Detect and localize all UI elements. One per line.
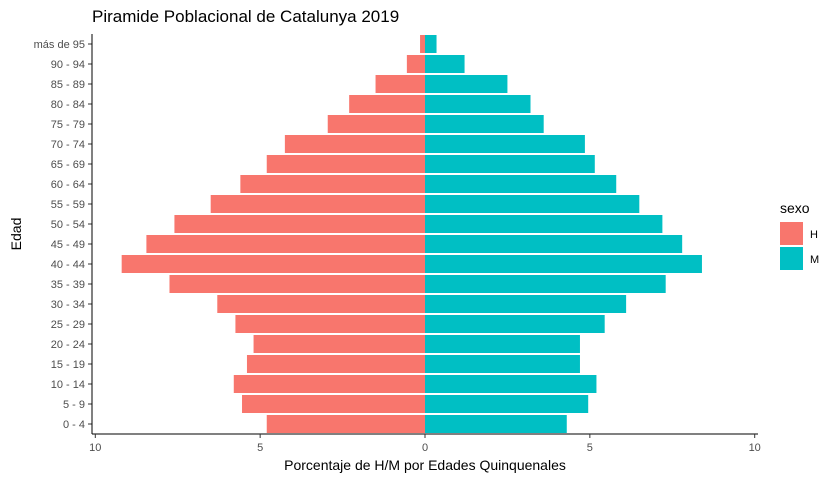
bar-h-15 [327, 115, 425, 133]
y-tick-label: 10 - 14 [51, 379, 85, 391]
y-tick-label: 70 - 74 [51, 139, 85, 151]
x-tick-label: 5 [587, 442, 593, 454]
bar-h-13 [266, 155, 425, 173]
y-tick-label: 40 - 44 [51, 259, 85, 271]
bar-h-12 [240, 175, 425, 193]
y-tick-label: 90 - 94 [51, 59, 85, 71]
y-tick-label: 60 - 64 [51, 179, 85, 191]
bar-m-16 [425, 95, 531, 113]
y-tick-label: 5 - 9 [63, 399, 85, 411]
bar-m-15 [425, 115, 544, 133]
bar-m-7 [425, 275, 666, 293]
bar-m-0 [425, 415, 567, 433]
x-tick-label: 0 [422, 442, 428, 454]
bar-m-17 [425, 75, 508, 93]
y-tick-label: 15 - 19 [51, 359, 85, 371]
y-tick-label: 0 - 4 [63, 419, 85, 431]
bar-h-14 [284, 135, 425, 153]
legend-label-H: H [810, 229, 818, 241]
bar-m-12 [425, 175, 617, 193]
y-tick-label: 45 - 49 [51, 239, 85, 251]
bars-group [121, 35, 702, 433]
bar-m-9 [425, 235, 683, 253]
bar-m-2 [425, 375, 597, 393]
bar-h-17 [375, 75, 425, 93]
x-axis: 10 5 0 5 10 [89, 433, 761, 454]
x-tick-label: 5 [257, 442, 263, 454]
bar-h-1 [242, 395, 425, 413]
bar-h-0 [266, 415, 425, 433]
bar-h-8 [121, 255, 425, 273]
bar-h-3 [246, 355, 425, 373]
y-tick-label: 65 - 69 [51, 159, 85, 171]
bar-m-19 [425, 35, 437, 53]
legend-title: sexo [780, 200, 810, 216]
y-tick-label: 25 - 29 [51, 319, 85, 331]
bar-h-18 [406, 55, 425, 73]
bar-m-10 [425, 215, 663, 233]
legend: sexo H M [780, 200, 819, 270]
bar-h-16 [349, 95, 425, 113]
legend-key-M [780, 247, 803, 270]
bar-m-5 [425, 315, 605, 333]
bar-h-19 [420, 35, 425, 53]
x-tick-label: 10 [749, 442, 761, 454]
chart-title: Piramide Poblacional de Catalunya 2019 [92, 7, 399, 26]
y-tick-label: más de 95 [34, 39, 85, 51]
legend-label-M: M [810, 254, 819, 266]
bar-m-18 [425, 55, 465, 73]
x-axis-title: Porcentaje de H/M por Edades Quinquenale… [284, 457, 566, 473]
y-tick-label: 85 - 89 [51, 79, 85, 91]
bar-m-13 [425, 155, 595, 173]
bar-h-4 [253, 335, 425, 353]
bar-h-7 [169, 275, 425, 293]
x-tick-label: 10 [89, 442, 101, 454]
bar-h-6 [217, 295, 425, 313]
y-tick-label: 20 - 24 [51, 339, 85, 351]
y-tick-label: 35 - 39 [51, 279, 85, 291]
legend-key-H [780, 222, 803, 245]
y-axis: 0 - 4 5 - 9 10 - 14 15 - 19 20 - 24 25 - 29 30… [34, 34, 93, 434]
bar-h-10 [174, 215, 425, 233]
y-tick-label: 50 - 54 [51, 219, 85, 231]
bar-h-5 [235, 315, 425, 333]
bar-m-8 [425, 255, 702, 273]
bar-m-4 [425, 335, 580, 353]
y-tick-label: 55 - 59 [51, 199, 85, 211]
bar-h-11 [210, 195, 425, 213]
y-tick-label: 75 - 79 [51, 119, 85, 131]
y-tick-label: 80 - 84 [51, 99, 85, 111]
bar-h-2 [233, 375, 425, 393]
bar-m-6 [425, 295, 627, 313]
bar-m-14 [425, 135, 585, 153]
y-axis-title: Edad [8, 218, 24, 251]
bar-m-3 [425, 355, 580, 373]
y-tick-label: 30 - 34 [51, 299, 85, 311]
bar-h-9 [146, 235, 425, 253]
bar-m-11 [425, 195, 640, 213]
bar-m-1 [425, 395, 589, 413]
